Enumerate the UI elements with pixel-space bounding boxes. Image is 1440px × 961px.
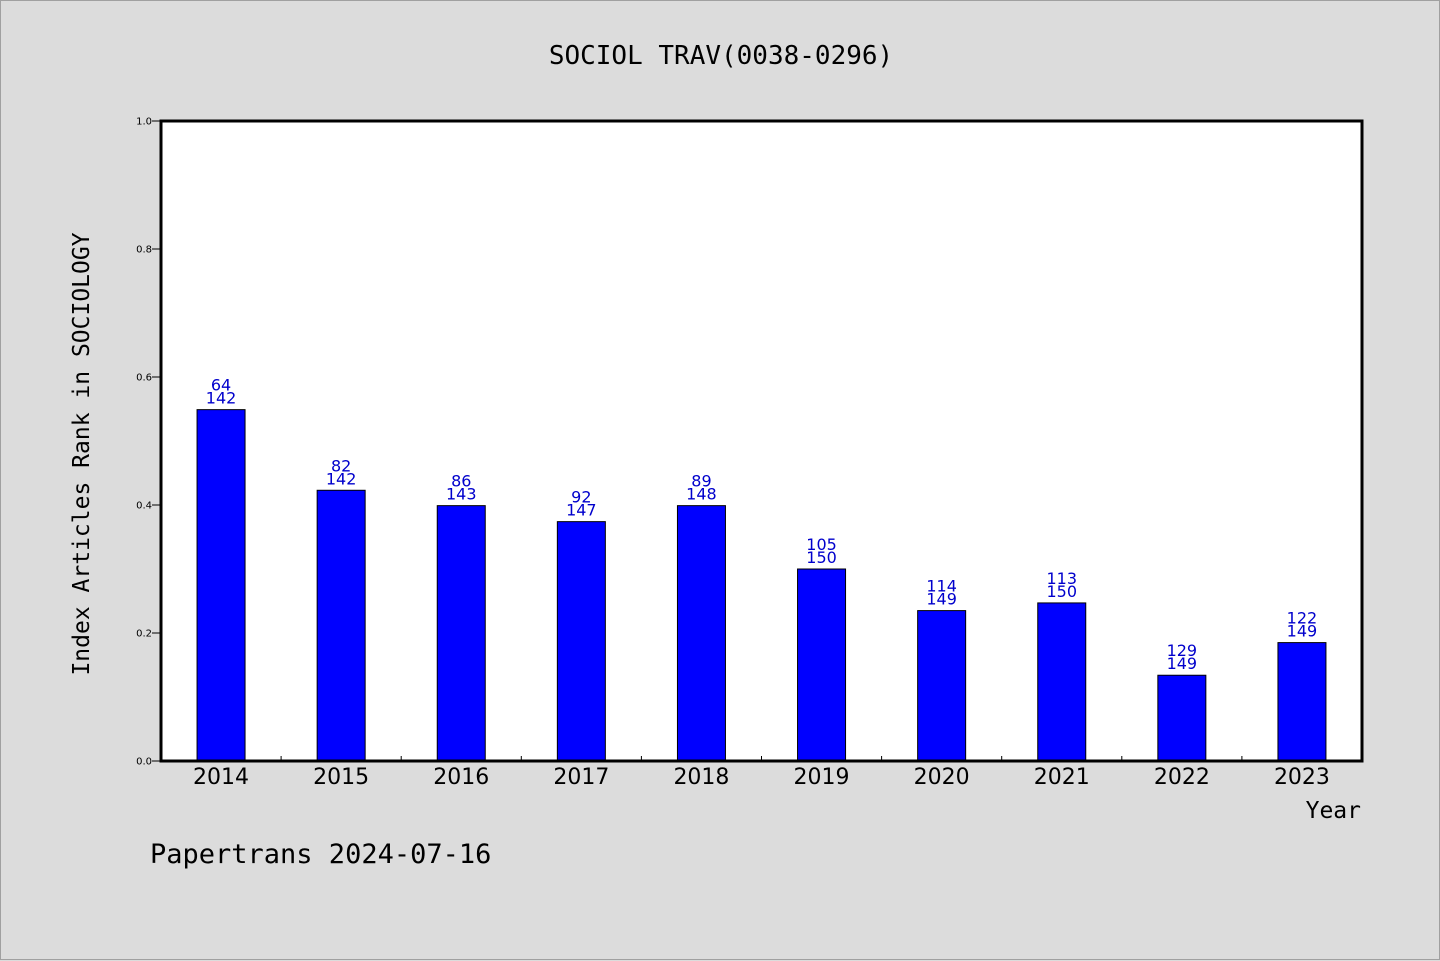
total-label-2022: 149 — [1167, 654, 1198, 673]
bar-2016 — [436, 505, 486, 762]
y-axis: 0.0 0.2 0.4 0.6 0.8 1.0 — [136, 117, 161, 768]
x-tick-label-2017: 2017 — [553, 765, 609, 790]
total-label-2020: 149 — [926, 590, 957, 609]
rank-label-2018: 89 — [691, 472, 711, 491]
x-tick-label-2016: 2016 — [433, 765, 489, 790]
total-label-2014: 142 — [206, 389, 237, 408]
total-label-2015: 142 — [326, 469, 357, 488]
footer-credit: Papertrans 2024-07-16 — [150, 839, 491, 870]
rank-label-2019: 105 — [806, 535, 837, 554]
x-tick-label-2022: 2022 — [1154, 765, 1210, 790]
x-axis: 2014 2015 2016 2017 2018 2019 2020 2021 2022 2023 — [193, 756, 1330, 790]
y-tick-label-0.8: 0.8 — [136, 245, 152, 256]
bar-2022 — [1157, 674, 1207, 762]
total-label-2018: 148 — [686, 485, 717, 504]
bar-2019 — [797, 568, 847, 762]
rank-label-2015: 82 — [331, 456, 351, 475]
y-tick-label-0.6: 0.6 — [136, 373, 152, 384]
x-tick-label-2021: 2021 — [1034, 765, 1090, 790]
bar-2017 — [556, 521, 606, 762]
total-label-2016: 143 — [446, 485, 477, 504]
total-label-2021: 150 — [1046, 582, 1077, 601]
bar-2020 — [917, 610, 967, 762]
rank-label-2017: 92 — [571, 488, 591, 507]
total-label-2023: 149 — [1287, 622, 1318, 641]
y-tick-label-1.0: 1.0 — [136, 117, 152, 128]
rank-label-2021: 113 — [1046, 569, 1077, 588]
bar-2021 — [1037, 602, 1087, 762]
x-tick-label-2014: 2014 — [193, 765, 249, 790]
chart-title: SOCIOL TRAV(0038-0296) — [549, 41, 893, 71]
rank-label-2023: 122 — [1287, 609, 1318, 628]
y-tick-label-0.0: 0.0 — [136, 757, 152, 768]
y-tick-label-0.4: 0.4 — [136, 501, 152, 512]
y-axis-title: Index Articles Rank in SOCIOLOGY — [69, 232, 95, 675]
rank-label-2022: 129 — [1167, 641, 1198, 660]
x-tick-label-2023: 2023 — [1274, 765, 1330, 790]
total-label-2019: 150 — [806, 548, 837, 567]
rank-label-2020: 114 — [926, 577, 957, 596]
y-tick-label-0.2: 0.2 — [136, 629, 152, 640]
x-axis-title: Year — [1306, 798, 1361, 824]
bars-layer — [196, 409, 1327, 762]
bar-2014 — [196, 409, 246, 762]
x-tick-label-2019: 2019 — [794, 765, 850, 790]
x-tick-label-2018: 2018 — [673, 765, 729, 790]
x-tick-label-2015: 2015 — [313, 765, 369, 790]
rank-label-2016: 86 — [451, 472, 471, 491]
x-tick-label-2020: 2020 — [914, 765, 970, 790]
total-label-2017: 147 — [566, 501, 597, 520]
rank-label-2014: 64 — [211, 376, 231, 395]
bar-2018 — [676, 505, 726, 762]
bar-2015 — [316, 489, 366, 762]
bar-2023 — [1277, 642, 1327, 762]
